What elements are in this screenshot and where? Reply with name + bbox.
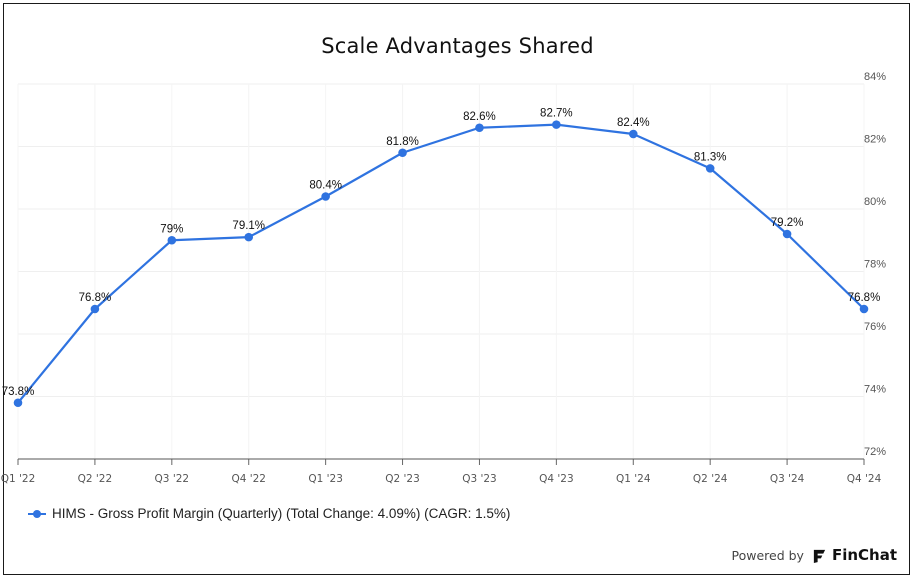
y-tick-label: 74% [864, 384, 886, 396]
x-tick-label: Q3 '23 [462, 473, 497, 485]
powered-by-label: Powered by [731, 547, 804, 563]
series-layer [13, 120, 869, 408]
x-tick-label: Q4 '23 [539, 473, 574, 485]
powered-by: Powered by FinChat [732, 546, 898, 564]
x-tick-label: Q4 '24 [847, 473, 882, 485]
y-tick-label: 84% [864, 71, 886, 83]
y-tick-label: 72% [864, 446, 886, 458]
y-tick-label: 78% [864, 259, 886, 271]
y-axis: 72% 74% 76% 78% 80% 82% 84% [864, 71, 886, 458]
data-point [859, 304, 869, 314]
grid-lines [17, 83, 865, 459]
data-point [552, 120, 561, 129]
data-point [90, 304, 100, 314]
x-tick-label: Q1 '24 [616, 473, 651, 485]
data-point [398, 148, 407, 158]
data-label: 82.7% [540, 108, 573, 120]
data-point [167, 235, 177, 245]
x-tick-label: Q2 '23 [385, 473, 420, 485]
x-tick-label: Q3 '24 [770, 473, 805, 485]
data-point [705, 164, 715, 173]
x-tick-label: Q4 '22 [231, 473, 266, 485]
series-line [16, 123, 866, 404]
data-label: 79% [160, 223, 183, 235]
data-label: 80.4% [309, 180, 342, 192]
data-point [244, 232, 254, 242]
data-label: 82.4% [617, 117, 650, 129]
data-point [475, 123, 484, 133]
data-label: 81.3% [694, 151, 727, 163]
x-axis: Q1 '22 Q2 '22 Q3 '22 Q4 '22 Q1 '23 Q2 '23 Q3 '… [1, 458, 882, 485]
data-labels: 73.8% 76.8% 79% 79.1% 80.4% 81.8% 82.6% 82.7% 82… [2, 108, 881, 398]
y-tick-label: 76% [864, 321, 886, 333]
y-tick-label: 80% [864, 196, 886, 208]
finchat-logo-icon [813, 549, 826, 563]
x-tick-label: Q3 '22 [155, 473, 190, 485]
legend-series-swatch-icon [28, 509, 46, 519]
x-tick-label: Q1 '23 [308, 473, 343, 485]
data-label: 82.6% [463, 111, 496, 123]
chart-frame [3, 3, 910, 575]
data-point [13, 398, 23, 408]
chart-title: Scale Advantages Shared [321, 34, 594, 58]
data-label: 76.8% [79, 292, 112, 304]
data-label: 79.1% [232, 220, 265, 232]
data-point [782, 229, 792, 239]
legend[interactable]: HIMS - Gross Profit Margin (Quarterly) (… [28, 506, 510, 521]
x-tick-label: Q2 '24 [693, 473, 728, 485]
legend-series-label: HIMS - Gross Profit Margin (Quarterly) (… [52, 506, 511, 521]
x-tick-label: Q1 '22 [1, 473, 36, 485]
data-label: 81.8% [386, 136, 419, 148]
brand-name: FinChat [831, 546, 897, 564]
data-point [628, 129, 638, 139]
x-tick-label: Q2 '22 [78, 473, 113, 485]
data-point [321, 192, 330, 201]
data-label: 73.8% [2, 386, 35, 398]
data-label: 79.2% [771, 217, 804, 229]
data-label: 76.8% [848, 292, 881, 304]
y-tick-label: 82% [864, 134, 886, 146]
